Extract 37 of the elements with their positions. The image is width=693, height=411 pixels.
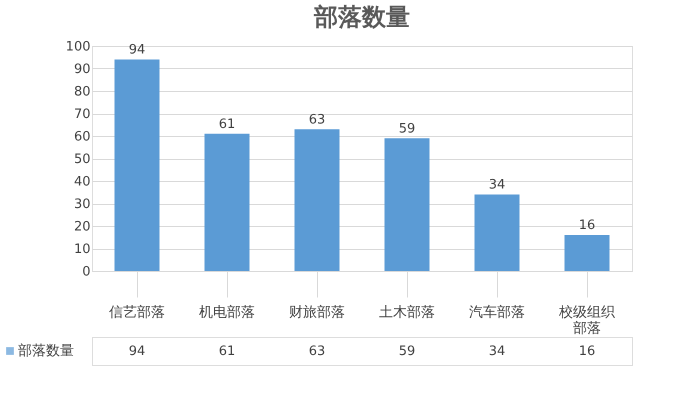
bar bbox=[474, 194, 520, 271]
y-tick-label: 20 bbox=[74, 220, 90, 234]
legend-label: 部落数量 bbox=[18, 343, 74, 359]
y-tick-label: 90 bbox=[74, 62, 90, 77]
y-tick-label: 70 bbox=[74, 107, 90, 122]
y-tick-label: 60 bbox=[74, 130, 90, 144]
bar bbox=[564, 235, 610, 271]
bar bbox=[204, 134, 250, 271]
bar bbox=[384, 138, 430, 271]
data-label: 16 bbox=[578, 344, 596, 359]
x-tick-label: 信艺部落 bbox=[109, 304, 165, 320]
annotation: 94 bbox=[128, 42, 146, 58]
bar bbox=[294, 129, 340, 271]
y-tick-label: 0 bbox=[82, 264, 90, 280]
annotation: 61 bbox=[218, 116, 236, 132]
x-tick-label: 校级组织部落 bbox=[558, 304, 615, 336]
y-tick-label: 30 bbox=[74, 197, 90, 212]
data-label: 63 bbox=[308, 344, 326, 359]
x-tick-label: 汽车部落 bbox=[469, 304, 525, 320]
y-tick-label: 40 bbox=[74, 174, 90, 190]
data-label: 59 bbox=[398, 344, 416, 359]
y-tick-label: 10 bbox=[74, 242, 90, 257]
data-label: 94 bbox=[128, 344, 146, 359]
annotation: 59 bbox=[398, 121, 416, 136]
annotation: 34 bbox=[488, 178, 506, 192]
data-label: 61 bbox=[218, 344, 236, 359]
chart-title: 部落数量 bbox=[313, 3, 410, 31]
x-tick-label: 机电部落 bbox=[199, 304, 255, 320]
annotation: 63 bbox=[308, 112, 326, 128]
data-label: 34 bbox=[488, 344, 506, 359]
x-tick-label: 财旅部落 bbox=[289, 304, 345, 320]
annotation: 16 bbox=[578, 218, 596, 233]
y-tick-label: 80 bbox=[74, 84, 90, 100]
y-tick-label: 100 bbox=[66, 40, 90, 54]
y-tick-label: 50 bbox=[74, 152, 90, 167]
x-tick-label: 土木部落 bbox=[379, 304, 435, 320]
bar bbox=[114, 60, 160, 271]
